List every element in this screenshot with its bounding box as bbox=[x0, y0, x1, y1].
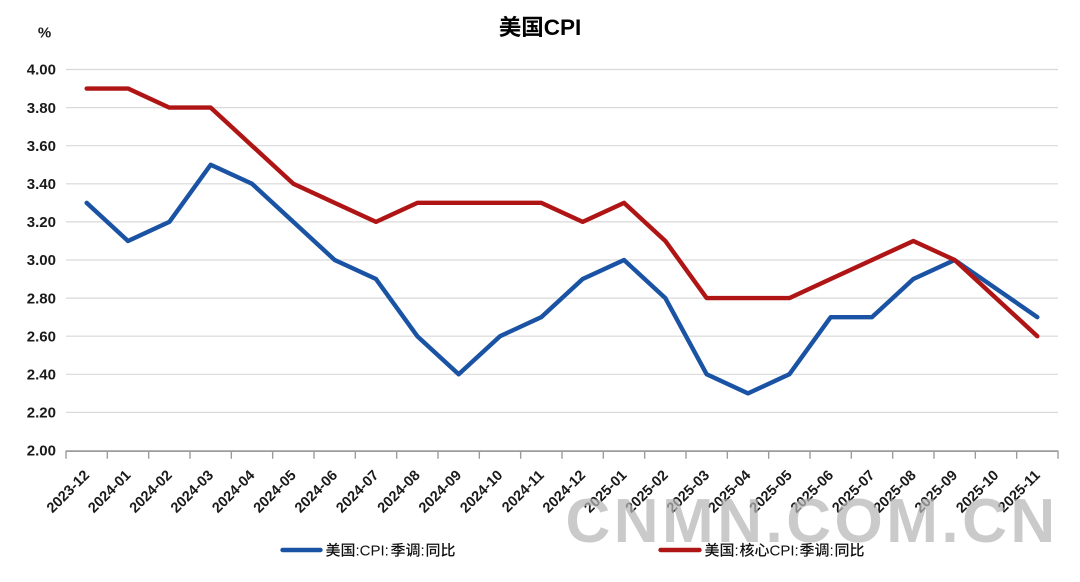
svg-text:CPI:: CPI: bbox=[770, 543, 799, 560]
svg-text:CNMN.COM.CN: CNMN.COM.CN bbox=[566, 487, 1059, 556]
svg-text:2.20: 2.20 bbox=[27, 405, 56, 422]
svg-text:3.80: 3.80 bbox=[27, 100, 56, 117]
svg-text:2.60: 2.60 bbox=[27, 328, 56, 345]
svg-text::CPI:: :CPI: bbox=[356, 543, 389, 560]
svg-text:CPI: CPI bbox=[544, 15, 582, 40]
svg-text:3.00: 3.00 bbox=[27, 252, 56, 269]
svg-text:3.40: 3.40 bbox=[27, 176, 56, 193]
svg-text:2.80: 2.80 bbox=[27, 290, 56, 307]
svg-text:4.00: 4.00 bbox=[27, 62, 56, 79]
svg-text::: : bbox=[421, 543, 425, 560]
svg-text:3.20: 3.20 bbox=[27, 214, 56, 231]
svg-text::: : bbox=[830, 543, 834, 560]
svg-text:3.60: 3.60 bbox=[27, 138, 56, 155]
svg-text::: : bbox=[735, 543, 739, 560]
svg-text:2.40: 2.40 bbox=[27, 367, 56, 384]
svg-text:%: % bbox=[38, 25, 51, 42]
svg-text:2.00: 2.00 bbox=[27, 443, 56, 460]
